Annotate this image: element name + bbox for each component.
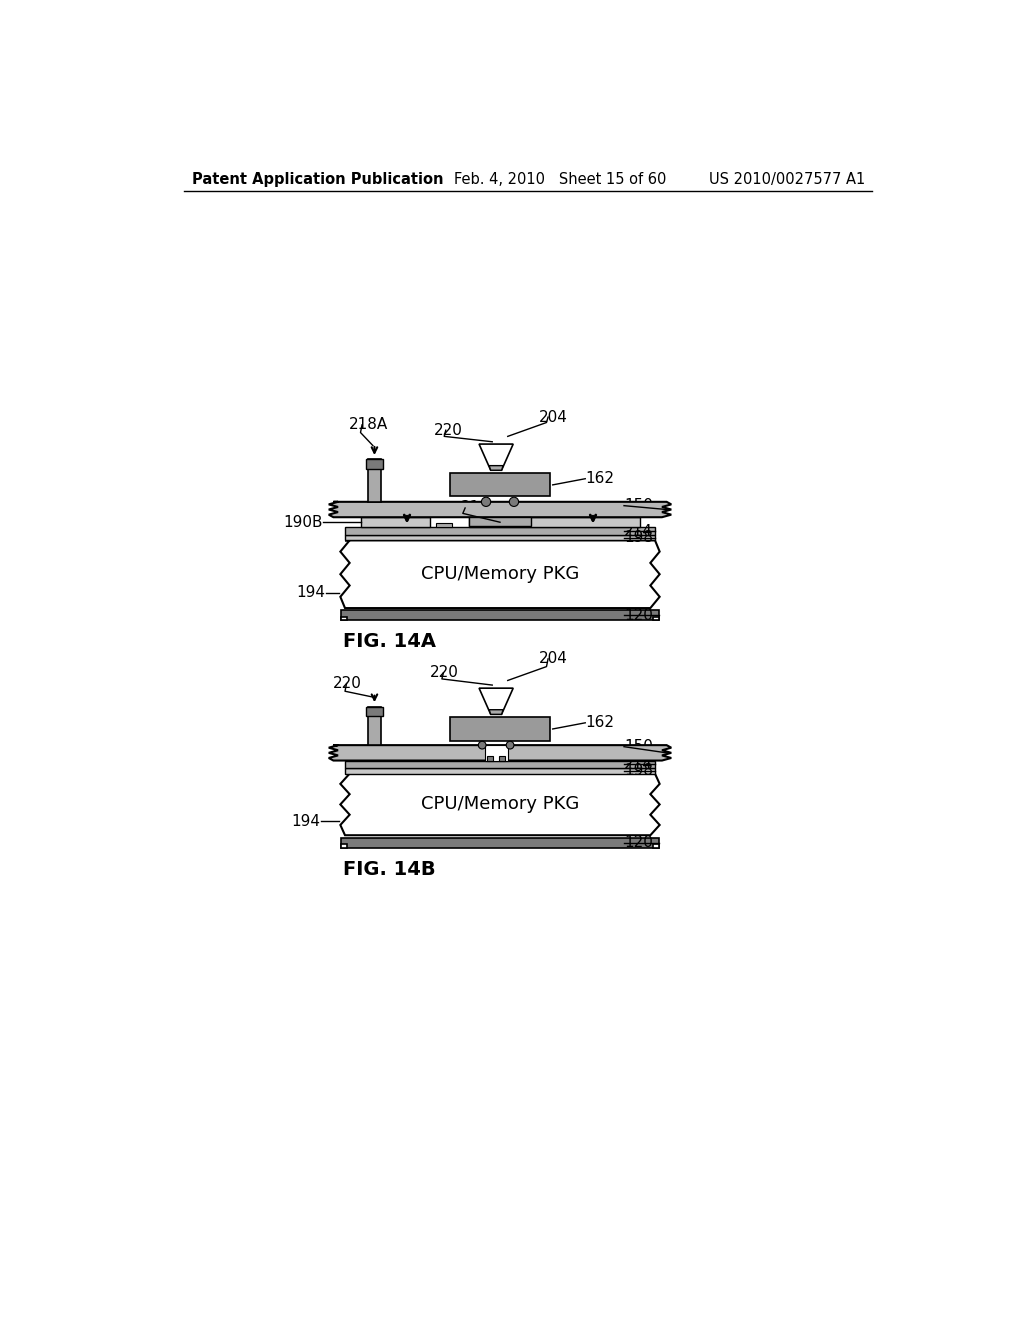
Text: 150: 150 bbox=[624, 498, 653, 513]
Circle shape bbox=[478, 742, 486, 748]
Polygon shape bbox=[489, 466, 503, 470]
Bar bbox=[341, 610, 658, 620]
Polygon shape bbox=[340, 540, 659, 609]
Text: 198: 198 bbox=[624, 531, 653, 545]
Bar bbox=[366, 706, 383, 715]
Bar bbox=[469, 517, 531, 527]
Text: CPU/Memory PKG: CPU/Memory PKG bbox=[421, 796, 580, 813]
Bar bbox=[345, 535, 655, 540]
Text: Patent Application Publication: Patent Application Publication bbox=[191, 173, 443, 187]
Bar bbox=[360, 517, 430, 527]
Bar bbox=[345, 527, 655, 535]
Text: 162: 162 bbox=[586, 715, 614, 730]
Text: 198: 198 bbox=[624, 763, 653, 779]
Text: 220: 220 bbox=[334, 676, 362, 692]
Text: Feb. 4, 2010   Sheet 15 of 60: Feb. 4, 2010 Sheet 15 of 60 bbox=[454, 173, 666, 187]
Bar bbox=[652, 616, 658, 620]
Polygon shape bbox=[489, 710, 503, 714]
Text: 194: 194 bbox=[297, 585, 326, 601]
Text: 204: 204 bbox=[539, 651, 567, 667]
Text: 218A: 218A bbox=[349, 417, 388, 433]
Bar bbox=[369, 706, 381, 744]
Bar bbox=[486, 756, 493, 760]
Text: 220: 220 bbox=[430, 665, 459, 680]
Circle shape bbox=[481, 498, 490, 507]
Bar bbox=[450, 474, 550, 496]
Text: CPU/Memory PKG: CPU/Memory PKG bbox=[421, 565, 580, 583]
Text: 214: 214 bbox=[624, 756, 653, 772]
Bar bbox=[345, 760, 655, 768]
Text: 194: 194 bbox=[291, 814, 321, 829]
Polygon shape bbox=[340, 774, 659, 836]
Bar bbox=[369, 459, 381, 502]
Text: 120: 120 bbox=[624, 836, 653, 850]
Text: 216: 216 bbox=[461, 500, 490, 516]
Bar bbox=[652, 843, 658, 847]
Polygon shape bbox=[329, 744, 672, 760]
Bar bbox=[469, 517, 640, 527]
Polygon shape bbox=[329, 502, 672, 517]
Text: 162: 162 bbox=[586, 471, 614, 486]
Text: 120: 120 bbox=[624, 609, 653, 623]
Bar bbox=[345, 768, 655, 774]
Circle shape bbox=[509, 498, 518, 507]
Text: 204: 204 bbox=[539, 409, 567, 425]
Circle shape bbox=[506, 742, 514, 748]
Bar bbox=[341, 843, 347, 847]
Text: FIG. 14A: FIG. 14A bbox=[343, 632, 436, 652]
Text: 190B: 190B bbox=[284, 515, 324, 529]
Text: FIG. 14B: FIG. 14B bbox=[343, 859, 436, 879]
Polygon shape bbox=[479, 444, 513, 470]
Text: 214: 214 bbox=[624, 524, 653, 539]
Polygon shape bbox=[479, 688, 513, 714]
Text: US 2010/0027577 A1: US 2010/0027577 A1 bbox=[710, 173, 865, 187]
Bar bbox=[341, 838, 658, 847]
Bar bbox=[484, 744, 508, 760]
Bar bbox=[341, 616, 347, 620]
Text: 220: 220 bbox=[434, 422, 463, 438]
Bar bbox=[500, 756, 506, 760]
Bar bbox=[366, 459, 383, 469]
Bar bbox=[436, 523, 452, 527]
Text: 150: 150 bbox=[624, 739, 653, 754]
Bar bbox=[450, 718, 550, 741]
